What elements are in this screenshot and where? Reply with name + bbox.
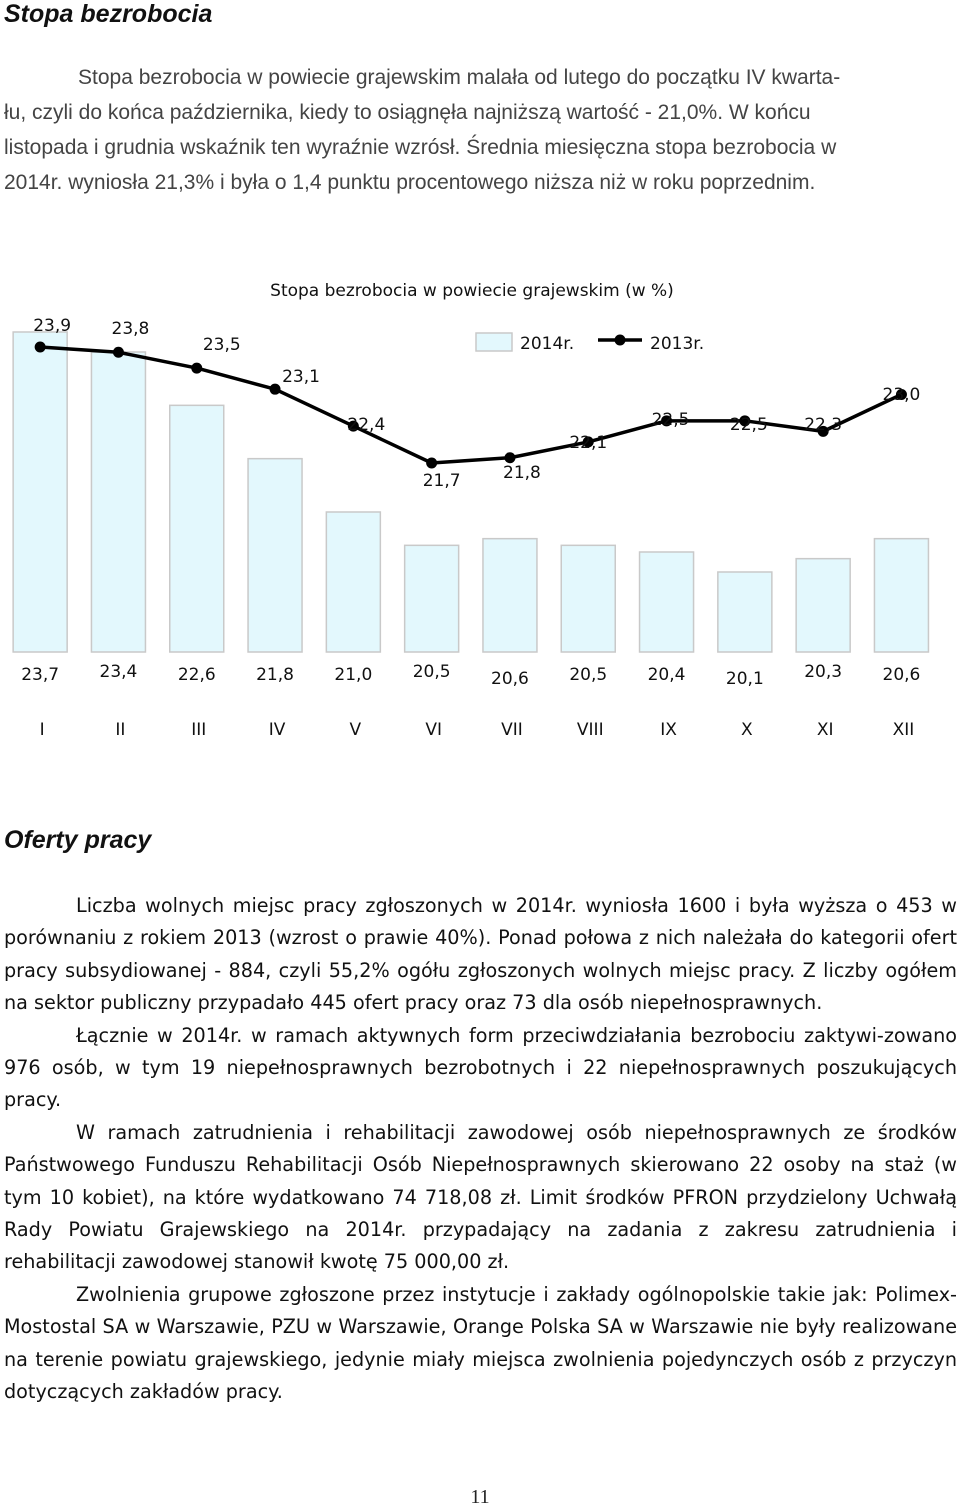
legend-swatch-2014 [475, 332, 513, 352]
bar-value-label: 20,3 [804, 662, 842, 682]
category-label: V [350, 720, 362, 740]
bar [482, 537, 538, 653]
line-point [582, 436, 594, 448]
paragraph-line: listopada i grudnia wskaźnik ten wyraźni… [4, 136, 837, 159]
bar [12, 331, 68, 653]
bar [247, 457, 303, 653]
section-heading-unemployment: Stopa bezrobocia [4, 0, 213, 28]
bar-value-label: 20,5 [413, 662, 451, 682]
line-value-label: 23,5 [203, 335, 241, 355]
bar [403, 544, 460, 653]
category-label: VIII [577, 720, 604, 740]
bar-value-label: 21,8 [256, 665, 294, 685]
unemployment-paragraph: Stopa bezrobocia w powiecie grajewskim m… [4, 60, 956, 200]
section-heading-job-offers: Oferty pracy [4, 826, 152, 854]
line-value-label: 22,3 [804, 415, 842, 435]
line-point [269, 383, 281, 395]
line-point [34, 341, 46, 353]
bar [169, 404, 225, 653]
paragraph: Zwolnienia grupowe zgłoszone przez insty… [4, 1282, 957, 1404]
bar [638, 551, 695, 653]
line-point [347, 420, 359, 432]
bar-value-label: 20,6 [491, 669, 529, 689]
bar [795, 557, 851, 653]
line-value-label: 23,9 [33, 316, 71, 336]
bar [717, 571, 773, 653]
category-label: XII [893, 720, 915, 740]
bar-value-label: 22,6 [178, 665, 216, 685]
category-label: IX [660, 720, 677, 740]
unemployment-chart: Stopa bezrobocia w powiecie grajewskim (… [0, 260, 960, 780]
line-point [504, 452, 516, 464]
line-value-label: 21,7 [423, 471, 461, 491]
bar [90, 351, 147, 653]
line-point [661, 415, 673, 427]
line-point [112, 346, 124, 358]
category-label: III [191, 720, 206, 740]
paragraph: Liczba wolnych miejsc pracy zgłoszonych … [4, 894, 957, 1015]
bar-value-label: 20,5 [569, 665, 607, 685]
paragraph: W ramach zatrudnienia i rehabilitacji za… [4, 1120, 957, 1274]
chart-title: Stopa bezrobocia w powiecie grajewskim (… [270, 281, 674, 301]
line-value-label: 23,8 [112, 319, 150, 339]
line-value-label: 23,1 [282, 367, 320, 387]
bar-value-label: 20,1 [726, 669, 764, 689]
bar [873, 537, 930, 653]
bar [560, 544, 616, 653]
line-value-label: 23,0 [883, 385, 921, 405]
line-2013 [40, 345, 903, 465]
paragraph: Łącznie w 2014r. w ramach aktywnych form… [4, 1023, 957, 1112]
category-label: IV [269, 720, 286, 740]
line-point [426, 457, 438, 469]
bar-value-label: 20,6 [883, 665, 921, 685]
legend-label-2014: 2014r. [520, 334, 574, 354]
bar-value-label: 21,0 [334, 665, 372, 685]
line-point [895, 388, 907, 400]
legend-label-2013: 2013r. [650, 334, 704, 354]
paragraph-line: 2014r. wyniosła 21,3% i była o 1,4 punkt… [4, 171, 816, 194]
line-value-label: 22,1 [569, 433, 607, 453]
legend-marker-2013 [614, 334, 626, 346]
category-label: VII [501, 720, 523, 740]
paragraph-line: łu, czyli do końca października, kiedy t… [4, 101, 811, 124]
line-point [191, 362, 203, 374]
bar-value-label: 23,4 [100, 662, 138, 682]
category-label: X [741, 720, 753, 740]
line-point [817, 425, 829, 437]
bar [325, 511, 382, 653]
category-label: VI [425, 720, 442, 740]
line-value-label: 21,8 [503, 463, 541, 483]
category-label: I [40, 720, 45, 740]
job-offers-text: Liczba wolnych miejsc pracy zgłoszonych … [4, 890, 957, 1409]
chart-canvas: Stopa bezrobocia w powiecie grajewskim (… [12, 281, 930, 740]
paragraph-line: Stopa bezrobocia w powiecie grajewskim m… [78, 66, 841, 89]
category-label: II [115, 720, 125, 740]
bar-value-label: 23,7 [21, 665, 59, 685]
category-label: XI [817, 720, 834, 740]
line-value-label: 22,4 [347, 415, 385, 435]
line-point [739, 415, 751, 427]
line-value-label: 22,5 [730, 415, 768, 435]
line-value-label: 22,5 [652, 410, 690, 430]
bar-value-label: 20,4 [648, 665, 686, 685]
page-number: 11 [470, 1486, 490, 1508]
